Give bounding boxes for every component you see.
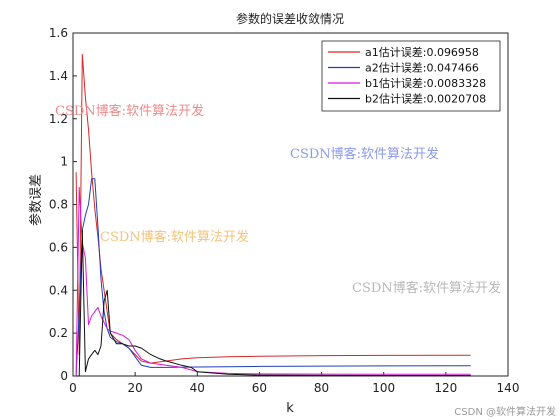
x-axis-label: k bbox=[286, 401, 294, 416]
series-line-3 bbox=[75, 186, 471, 377]
x-tick-label: 140 bbox=[497, 381, 520, 395]
y-tick-label: 0.4 bbox=[49, 283, 68, 297]
x-axis: 0 20 40 60 80 100 120 140 bbox=[69, 372, 519, 395]
series-layer bbox=[75, 53, 471, 377]
legend-entry-4: b2估计误差:0.0020708 bbox=[365, 92, 486, 106]
series-line-4 bbox=[76, 229, 471, 377]
series-line-2 bbox=[75, 178, 471, 377]
x-tick-label: 60 bbox=[252, 381, 267, 395]
legend-box bbox=[321, 40, 501, 112]
x-tick-label: 120 bbox=[434, 381, 457, 395]
legend-entry-1: a1估计误差:0.096958 bbox=[365, 45, 479, 59]
x-tick-label: 0 bbox=[69, 381, 77, 395]
y-axis-label: 参数误差 bbox=[28, 174, 44, 226]
watermark-2: CSDN博客:软件算法开发 bbox=[290, 146, 439, 162]
source-credit: CSDN @软件算法开发 bbox=[454, 407, 556, 418]
y-tick-label: 1 bbox=[60, 155, 68, 169]
watermark-4: CSDN博客:软件算法开发 bbox=[352, 280, 501, 296]
x-tick-label: 20 bbox=[128, 381, 143, 395]
y-tick-label: 0 bbox=[60, 369, 68, 383]
x-tick-label: 80 bbox=[314, 381, 329, 395]
legend-entry-3: b1估计误差:0.0083328 bbox=[365, 76, 486, 90]
legend: a1估计误差:0.096958 a2估计误差:0.047466b1估计误差:0.0… bbox=[321, 40, 501, 112]
y-tick-label: 0.6 bbox=[49, 240, 68, 254]
watermark-3: CSDN博客:软件算法开发 bbox=[100, 229, 249, 245]
chart-title: 参数的误差收敛情况 bbox=[236, 11, 344, 26]
y-tick-label: 0.2 bbox=[49, 326, 68, 340]
watermark-1: CSDN博客:软件算法开发 bbox=[55, 103, 204, 119]
y-tick-label: 1.6 bbox=[49, 26, 68, 40]
y-tick-label: 0.8 bbox=[49, 198, 68, 212]
y-tick-label: 1.4 bbox=[49, 69, 68, 83]
legend-entry-2: a2估计误差:0.047466 bbox=[365, 61, 479, 75]
x-tick-label: 100 bbox=[372, 381, 395, 395]
series-line-1 bbox=[75, 53, 471, 364]
y-tick-label: 1.2 bbox=[49, 112, 68, 126]
x-tick-label: 40 bbox=[190, 381, 205, 395]
y-axis: 0 0.2 0.4 0.6 0.8 1 1.2 1.4 1.6 bbox=[49, 26, 77, 383]
